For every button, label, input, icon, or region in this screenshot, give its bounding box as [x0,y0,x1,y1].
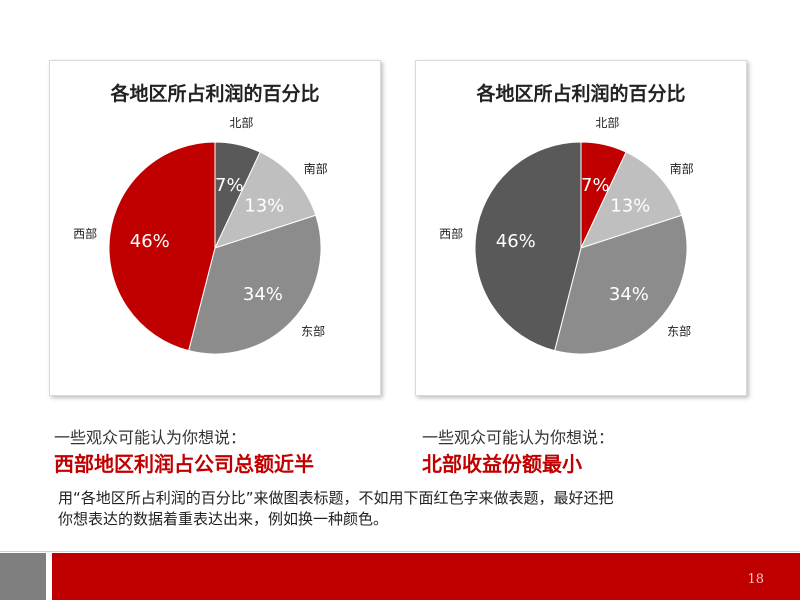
pie-slice-4 [108,141,216,352]
note-line-1: 用“各地区所占利润的百分比”来做图表标题，不如用下面红色字来做表题，最好还把 [58,489,614,507]
pie-value-label: 7% [215,175,244,196]
pie-slice-2 [580,151,683,249]
explanation-note: 用“各地区所占利润的百分比”来做图表标题，不如用下面红色字来做表题，最好还把 你… [58,488,758,530]
footer-red-bar [52,553,800,600]
caption-right: 一些观众可能认为你想说： 北部收益份额最小 [422,428,614,478]
pie-value-label: 13% [610,196,650,217]
pie-value-label: 7% [581,175,610,196]
pie-value-label: 34% [243,284,283,305]
page-number: 18 [747,572,764,587]
pie-chart-svg: 7% 北部 13% 南部 34% 东部 46% 西部 [439,115,694,355]
pie-value-label: 34% [609,284,649,305]
chart-title: 各地区所占利润的百分比 [110,83,320,105]
pie-chart-left: 各地区所占利润的百分比 7% 北部 13% 南部 34% 东部 46% 西部 [49,60,381,396]
pie-value-label: 13% [244,196,284,217]
chart-title: 各地区所占利润的百分比 [476,83,686,105]
pie-category-label: 南部 [304,161,328,176]
footer-divider [0,551,800,552]
pie-category-label: 东部 [667,324,691,339]
pie-category-label: 南部 [670,161,694,176]
pie-chart-svg: 7% 北部 13% 南部 34% 东部 46% 西部 [73,115,328,355]
pie-slice-3 [188,214,322,355]
pie-slice-4 [474,141,582,352]
pie-category-label: 北部 [595,115,619,130]
pie-value-label: 46% [130,231,170,252]
caption-left: 一些观众可能认为你想说： 西部地区利润占公司总额近半 [54,428,314,478]
pie-category-label: 西部 [73,226,97,241]
caption-intro: 一些观众可能认为你想说： [54,428,247,447]
pie-category-label: 东部 [301,324,325,339]
pie-category-label: 北部 [229,115,253,130]
footer-gray-block [0,553,46,600]
note-line-2: 你想表达的数据着重表达出来，例如换一种颜色。 [58,510,389,528]
caption-intro: 一些观众可能认为你想说： [422,428,615,447]
pie-value-label: 46% [496,231,536,252]
pie-chart-right: 各地区所占利润的百分比 7% 北部 13% 南部 34% 东部 46% 西部 [415,60,747,396]
pie-slice-2 [214,151,317,249]
caption-headline: 北部收益份额最小 [422,452,582,476]
caption-headline: 西部地区利润占公司总额近半 [54,452,314,476]
pie-category-label: 西部 [439,226,463,241]
pie-slice-3 [554,214,688,355]
